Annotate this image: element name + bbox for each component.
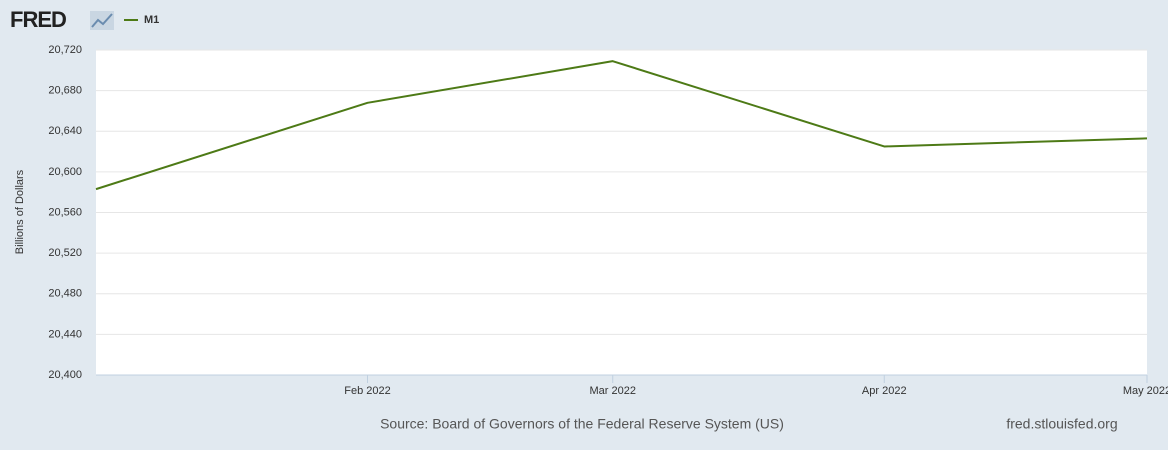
y-axis-label: Billions of Dollars: [14, 169, 26, 254]
x-tick-label: Mar 2022: [589, 385, 635, 397]
series-line: [95, 60, 1148, 191]
source: Source: Board of Governors of the Federa…: [380, 416, 784, 432]
y-tick-label: 20,400: [48, 369, 82, 381]
y-tick-label: 20,720: [48, 44, 82, 56]
y-tick-label: 20,520: [48, 247, 82, 259]
site: fred.stlouisfed.org: [1006, 416, 1117, 432]
y-tick-label: 20,680: [48, 85, 82, 97]
x-tick-label: May 2022: [1123, 385, 1168, 397]
logo-icon: [90, 11, 114, 30]
y-tick-label: 20,440: [48, 328, 82, 340]
y-tick-label: 20,600: [48, 166, 82, 178]
x-tick-label: Apr 2022: [862, 385, 907, 397]
y-tick-label: 20,560: [48, 206, 82, 218]
y-tick-label: 20,640: [48, 125, 82, 137]
legend-label: M1: [144, 14, 159, 26]
logo: FRED: [10, 7, 66, 32]
x-tick-label: Feb 2022: [344, 385, 390, 397]
y-tick-label: 20,480: [48, 288, 82, 300]
